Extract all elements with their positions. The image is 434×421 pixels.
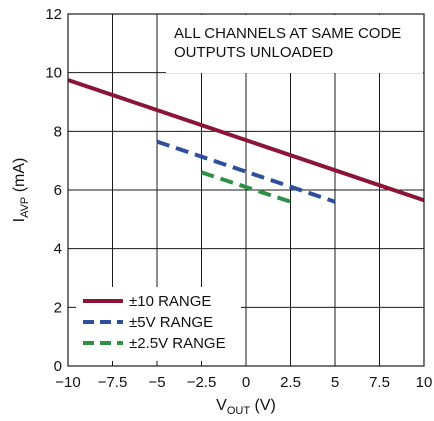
y-tick-label: 6 bbox=[54, 182, 62, 199]
plot-border bbox=[67, 13, 425, 367]
legend-label: ±5V RANGE bbox=[129, 314, 213, 331]
legend-label: ±10 RANGE bbox=[129, 293, 211, 310]
x-tick-label: 7.5 bbox=[369, 374, 390, 391]
y-tick-label: 12 bbox=[45, 6, 62, 23]
y-tick-label: 2 bbox=[54, 299, 62, 316]
annotation-layer: ALL CHANNELS AT SAME CODE OUTPUTS UNLOADE… bbox=[166, 15, 423, 73]
x-tick-label: −5 bbox=[148, 374, 165, 391]
legend-layer: ±10 RANGE ±5V RANGE ±2.5V RANGE bbox=[76, 287, 241, 361]
x-tick-label: 0 bbox=[242, 374, 250, 391]
series-line bbox=[200, 170, 292, 204]
x-tick-label: −7.5 bbox=[98, 374, 128, 391]
annotation-line: ALL CHANNELS AT SAME CODE bbox=[174, 25, 401, 42]
x-axis-label: VOUT (V) bbox=[216, 397, 276, 417]
x-tick-label: 5 bbox=[331, 374, 339, 391]
x-tick-label: −10 bbox=[55, 374, 80, 391]
y-tick-label: 4 bbox=[54, 241, 62, 258]
x-tick-label: −2.5 bbox=[187, 374, 217, 391]
y-tick-label: 0 bbox=[54, 358, 62, 375]
series-line bbox=[156, 139, 336, 204]
series-line bbox=[67, 78, 425, 203]
x-tick-label: 2.5 bbox=[280, 374, 301, 391]
y-axis-label: IAVP (mA) bbox=[11, 158, 31, 223]
annotation-line: OUTPUTS UNLOADED bbox=[174, 44, 333, 61]
annotation-box bbox=[166, 15, 423, 73]
legend-label: ±2.5V RANGE bbox=[129, 335, 226, 352]
axis-layer: −10 −7.5 −5 −2.5 0 2.5 5 7.5 10 0 2 4 6 8 10 12 VOUT (V)… bbox=[11, 6, 432, 417]
series-layer bbox=[67, 78, 425, 204]
x-tick-label: 10 bbox=[416, 374, 433, 391]
y-tick-label: 10 bbox=[45, 65, 62, 82]
y-tick-label: 8 bbox=[54, 123, 62, 140]
